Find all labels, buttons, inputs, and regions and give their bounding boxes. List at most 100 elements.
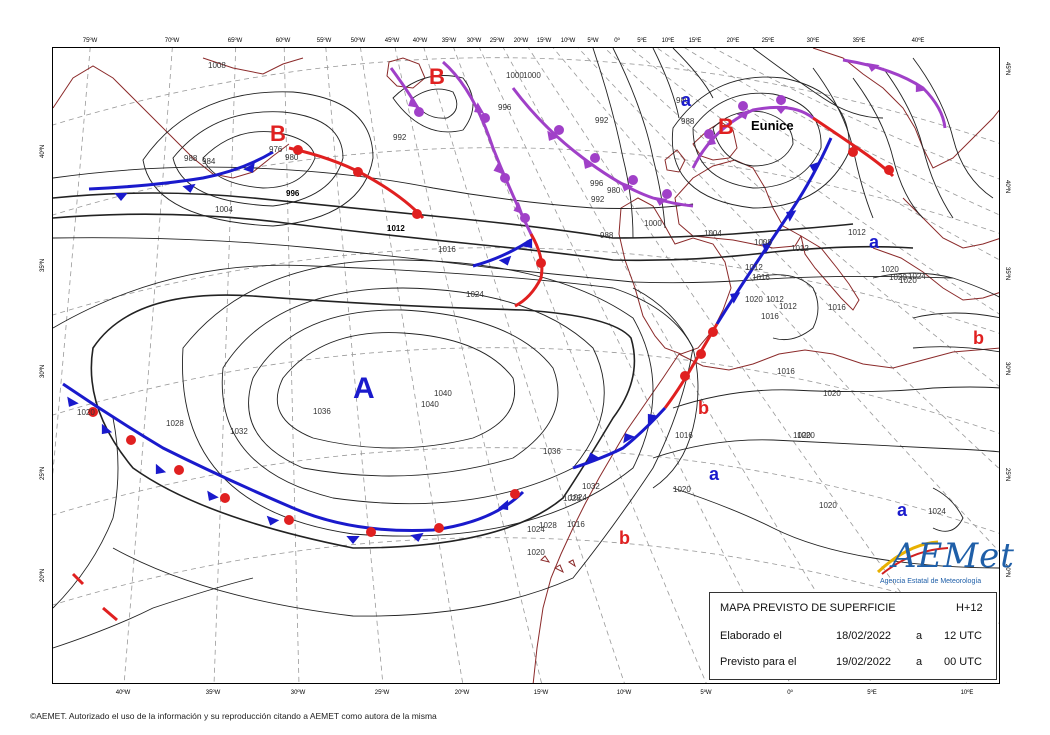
isobar-label: 1016 [777, 367, 795, 376]
map-info-box: MAPA PREVISTO DE SUPERFICIE H+12 Elabora… [709, 592, 997, 680]
longitude-label-bottom: 5ºE [867, 690, 877, 696]
issued-date: 18/02/2022 [836, 630, 892, 642]
lat-lon-grid [53, 48, 999, 683]
isobar-label: 1000 [506, 71, 524, 80]
isobar-label: 1016 [761, 312, 779, 321]
logo-name: AEMet [892, 536, 1015, 576]
longitude-label-top: 40ºE [911, 38, 925, 44]
pressure-center-a: a [681, 90, 692, 110]
longitude-label-top: 15ºW [536, 38, 552, 44]
logo-subtitle: Agencia Estatal de Meteorología [880, 578, 982, 585]
isobar-label: 1024 [928, 507, 946, 516]
isobar-label: 988 [681, 117, 695, 126]
pressure-center-A: A [353, 372, 375, 405]
longitude-label-bottom: 0º [787, 690, 793, 696]
longitude-label-top: 35ºW [441, 38, 457, 44]
isobar-label: 1004 [704, 229, 722, 238]
isobar-label: 1008 [208, 61, 226, 70]
pressure-center-B: B [429, 64, 445, 89]
longitude-label-top: 50ºW [350, 38, 366, 44]
isobar-label: 980 [676, 96, 690, 105]
pressure-center-B: B [270, 121, 286, 146]
aemet-logo: AEMet Agencia Estatal de Meteorología [868, 534, 1014, 594]
longitude-label-bottom: 30ºW [290, 690, 306, 696]
longitude-label-top: 20ºE [726, 38, 740, 44]
isobar-label: 1028 [166, 419, 184, 428]
fronts [62, 58, 947, 622]
latitude-label-right: 30ºN [1004, 362, 1010, 376]
isobar-label: 1024 [466, 290, 484, 299]
pressure-center-b: b [973, 328, 984, 348]
copyright-notice: ©AEMET. Autorizado el uso de la informac… [30, 711, 437, 721]
forecast-horizon: H+12 [956, 602, 983, 614]
storm-name-label: Eunice [751, 118, 794, 133]
longitude-label-top: 25ºE [761, 38, 775, 44]
coastlines [53, 48, 999, 683]
isobar-label: 984 [202, 157, 216, 166]
latitude-label-left: 30ºN [40, 364, 46, 378]
longitude-label-bottom: 15ºW [533, 690, 549, 696]
isobar-label: 1028 [563, 494, 581, 503]
longitude-label-top: 10ºW [560, 38, 576, 44]
latitude-label-right: 25ºN [1004, 468, 1010, 482]
isobar-label: 1016 [438, 245, 456, 254]
longitude-label-bottom: 10ºW [616, 690, 632, 696]
longitude-label-top: 70ºW [164, 38, 180, 44]
isobar-label: 1020 [899, 276, 917, 285]
isobar-label: 1016 [828, 303, 846, 312]
isobar-label: 1032 [230, 427, 248, 436]
map-title: MAPA PREVISTO DE SUPERFICIE [720, 602, 896, 614]
longitude-label-top: 15ºE [688, 38, 702, 44]
isobar-label: 1012 [791, 244, 809, 253]
isobar-label: 1020 [889, 273, 907, 282]
isobar-label: 1016 [675, 431, 693, 440]
isobar-label: 992 [393, 133, 407, 142]
isobar-label: 1016 [567, 520, 585, 529]
isobar-label: 988 [184, 154, 198, 163]
isobar-label: 980 [285, 153, 299, 162]
isobar-label: 992 [595, 116, 609, 125]
longitude-label-top: 5ºE [637, 38, 647, 44]
isobar-label: 976 [269, 145, 283, 154]
isobar-label: 1000 [644, 219, 662, 228]
weather-map: 1008 1000 992 988 984 976 980 996 1004 1012 1016 10… [52, 47, 1000, 684]
isobar-label: 996 [590, 179, 604, 188]
pressure-center-a: a [709, 464, 720, 484]
longitude-label-top: 10ºE [661, 38, 675, 44]
isobar-label: 1000 [523, 71, 541, 80]
isobar-label: 1020 [793, 431, 811, 440]
latitude-label-left: 40ºN [40, 144, 46, 158]
isobar-label: 1020 [745, 295, 763, 304]
isobar-label: 996 [286, 189, 300, 198]
isobar-label: 1020 [823, 389, 841, 398]
isobar-label: 1016 [752, 273, 770, 282]
isobar-label: 1012 [387, 224, 405, 233]
isobar-label: 1012 [848, 228, 866, 237]
isobar-label: 1024 [908, 272, 926, 281]
longitude-label-top: 25ºW [489, 38, 505, 44]
isobar-label: 1020 [527, 548, 545, 557]
isobar-label: 988 [600, 231, 614, 240]
isobar-label: 1032 [582, 482, 600, 491]
longitude-label-bottom: 5ºW [700, 690, 712, 696]
isobar-label: 996 [498, 103, 512, 112]
latitude-label-right: 40ºN [1004, 180, 1010, 194]
latitude-label-right: 35ºN [1004, 267, 1010, 281]
longitude-label-top: 0º [614, 38, 620, 44]
valid-date: 19/02/2022 [836, 656, 892, 668]
longitude-label-top: 35ºE [852, 38, 866, 44]
longitude-label-top: 65ºW [227, 38, 243, 44]
pressure-center-b: b [619, 528, 630, 548]
isobars [53, 48, 999, 649]
latitude-label-left: 35ºN [40, 258, 46, 272]
longitude-label-bottom: 25ºW [374, 690, 390, 696]
pressure-center-B: B [718, 114, 734, 139]
isobar-label: 1036 [543, 447, 561, 456]
valid-time: 00 UTC [944, 656, 982, 668]
latitude-label-left: 20ºN [40, 568, 46, 582]
isobar-label: 1012 [779, 302, 797, 311]
issued-time: 12 UTC [944, 630, 982, 642]
isobar-label: 1028 [539, 521, 557, 530]
issued-label: Elaborado el [720, 630, 782, 642]
isobar-label: 1020 [797, 431, 815, 440]
